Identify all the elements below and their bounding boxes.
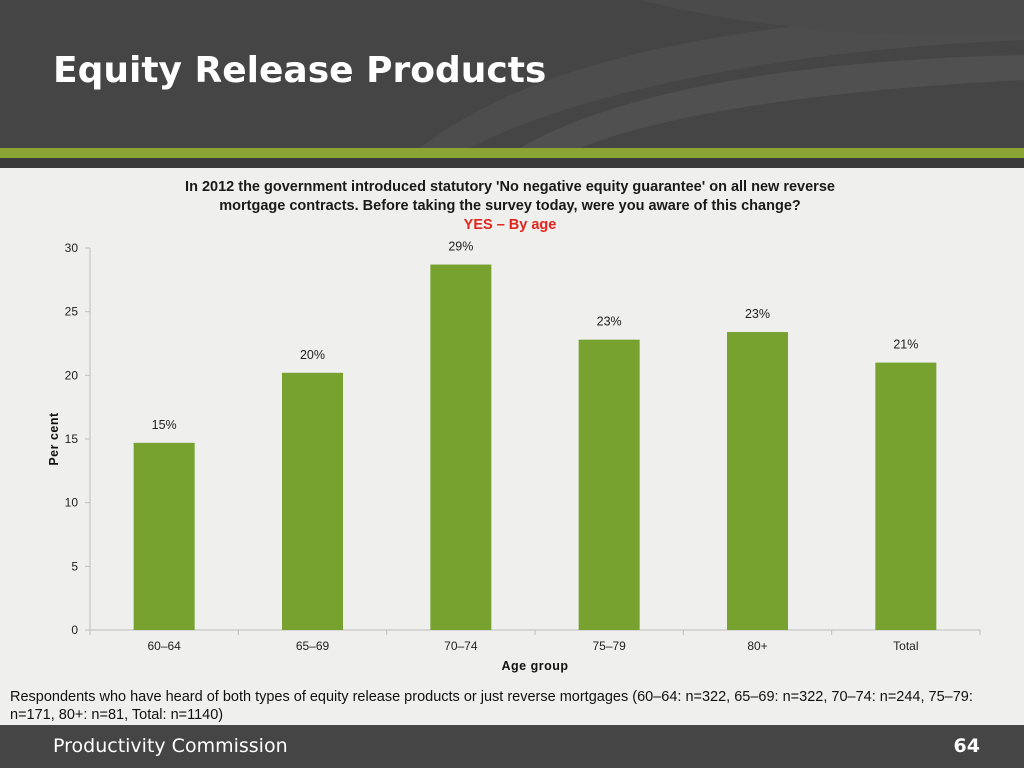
bar-6 xyxy=(875,362,937,630)
x-tick-label: 75–79 xyxy=(592,639,626,653)
y-tick-label: 15 xyxy=(65,432,79,446)
x-tick-label: 80+ xyxy=(747,639,767,653)
footnote: Respondents who have heard of both types… xyxy=(10,689,973,723)
bar-1 xyxy=(133,442,195,630)
bar-5 xyxy=(727,332,788,630)
accent-band-dark xyxy=(0,158,1024,168)
data-label-6: 21% xyxy=(893,338,918,352)
chart-title-line-2: mortgage contracts. Before taking the su… xyxy=(219,198,801,214)
bar-2 xyxy=(282,372,343,630)
data-label-3: 29% xyxy=(448,240,473,254)
y-axis-title: Per cent xyxy=(47,412,61,466)
x-tick-label: Total xyxy=(893,639,918,653)
bar-chart: 0 5 10 15 20 25 30 15% 60–64 20% 65–69 29% 70–74 23% 7… xyxy=(47,240,981,673)
x-tick-label: 70–74 xyxy=(444,639,478,653)
y-tick-label: 20 xyxy=(65,368,79,382)
y-tick-label: 30 xyxy=(65,241,79,255)
x-tick-label: 60–64 xyxy=(147,639,181,653)
y-tick-label: 0 xyxy=(71,623,78,637)
data-label-5: 23% xyxy=(745,307,770,321)
page-number: 64 xyxy=(953,735,980,757)
x-tick-label: 65–69 xyxy=(296,639,330,653)
data-label-4: 23% xyxy=(597,315,622,329)
data-label-2: 20% xyxy=(300,348,325,362)
chart-title: In 2012 the government introduced statut… xyxy=(100,178,920,235)
y-tick-label: 5 xyxy=(71,559,78,573)
footer-organisation: Productivity Commission xyxy=(53,735,288,757)
y-tick-label: 25 xyxy=(65,305,79,319)
chart-subtitle: YES – By age xyxy=(463,217,557,233)
bar-3 xyxy=(430,264,492,630)
accent-band-green xyxy=(0,148,1024,158)
slide-title: Equity Release Products xyxy=(53,50,547,91)
slide-footer: Productivity Commission 64 xyxy=(0,725,1024,768)
header-swoosh-decoration xyxy=(420,0,1024,148)
y-tick-label: 10 xyxy=(65,496,79,510)
bar-4 xyxy=(578,339,640,630)
data-label-1: 15% xyxy=(152,418,177,432)
x-axis-title: Age group xyxy=(502,659,569,673)
slide-header: Equity Release Products xyxy=(0,0,1024,148)
chart-title-line-1: In 2012 the government introduced statut… xyxy=(185,179,835,195)
